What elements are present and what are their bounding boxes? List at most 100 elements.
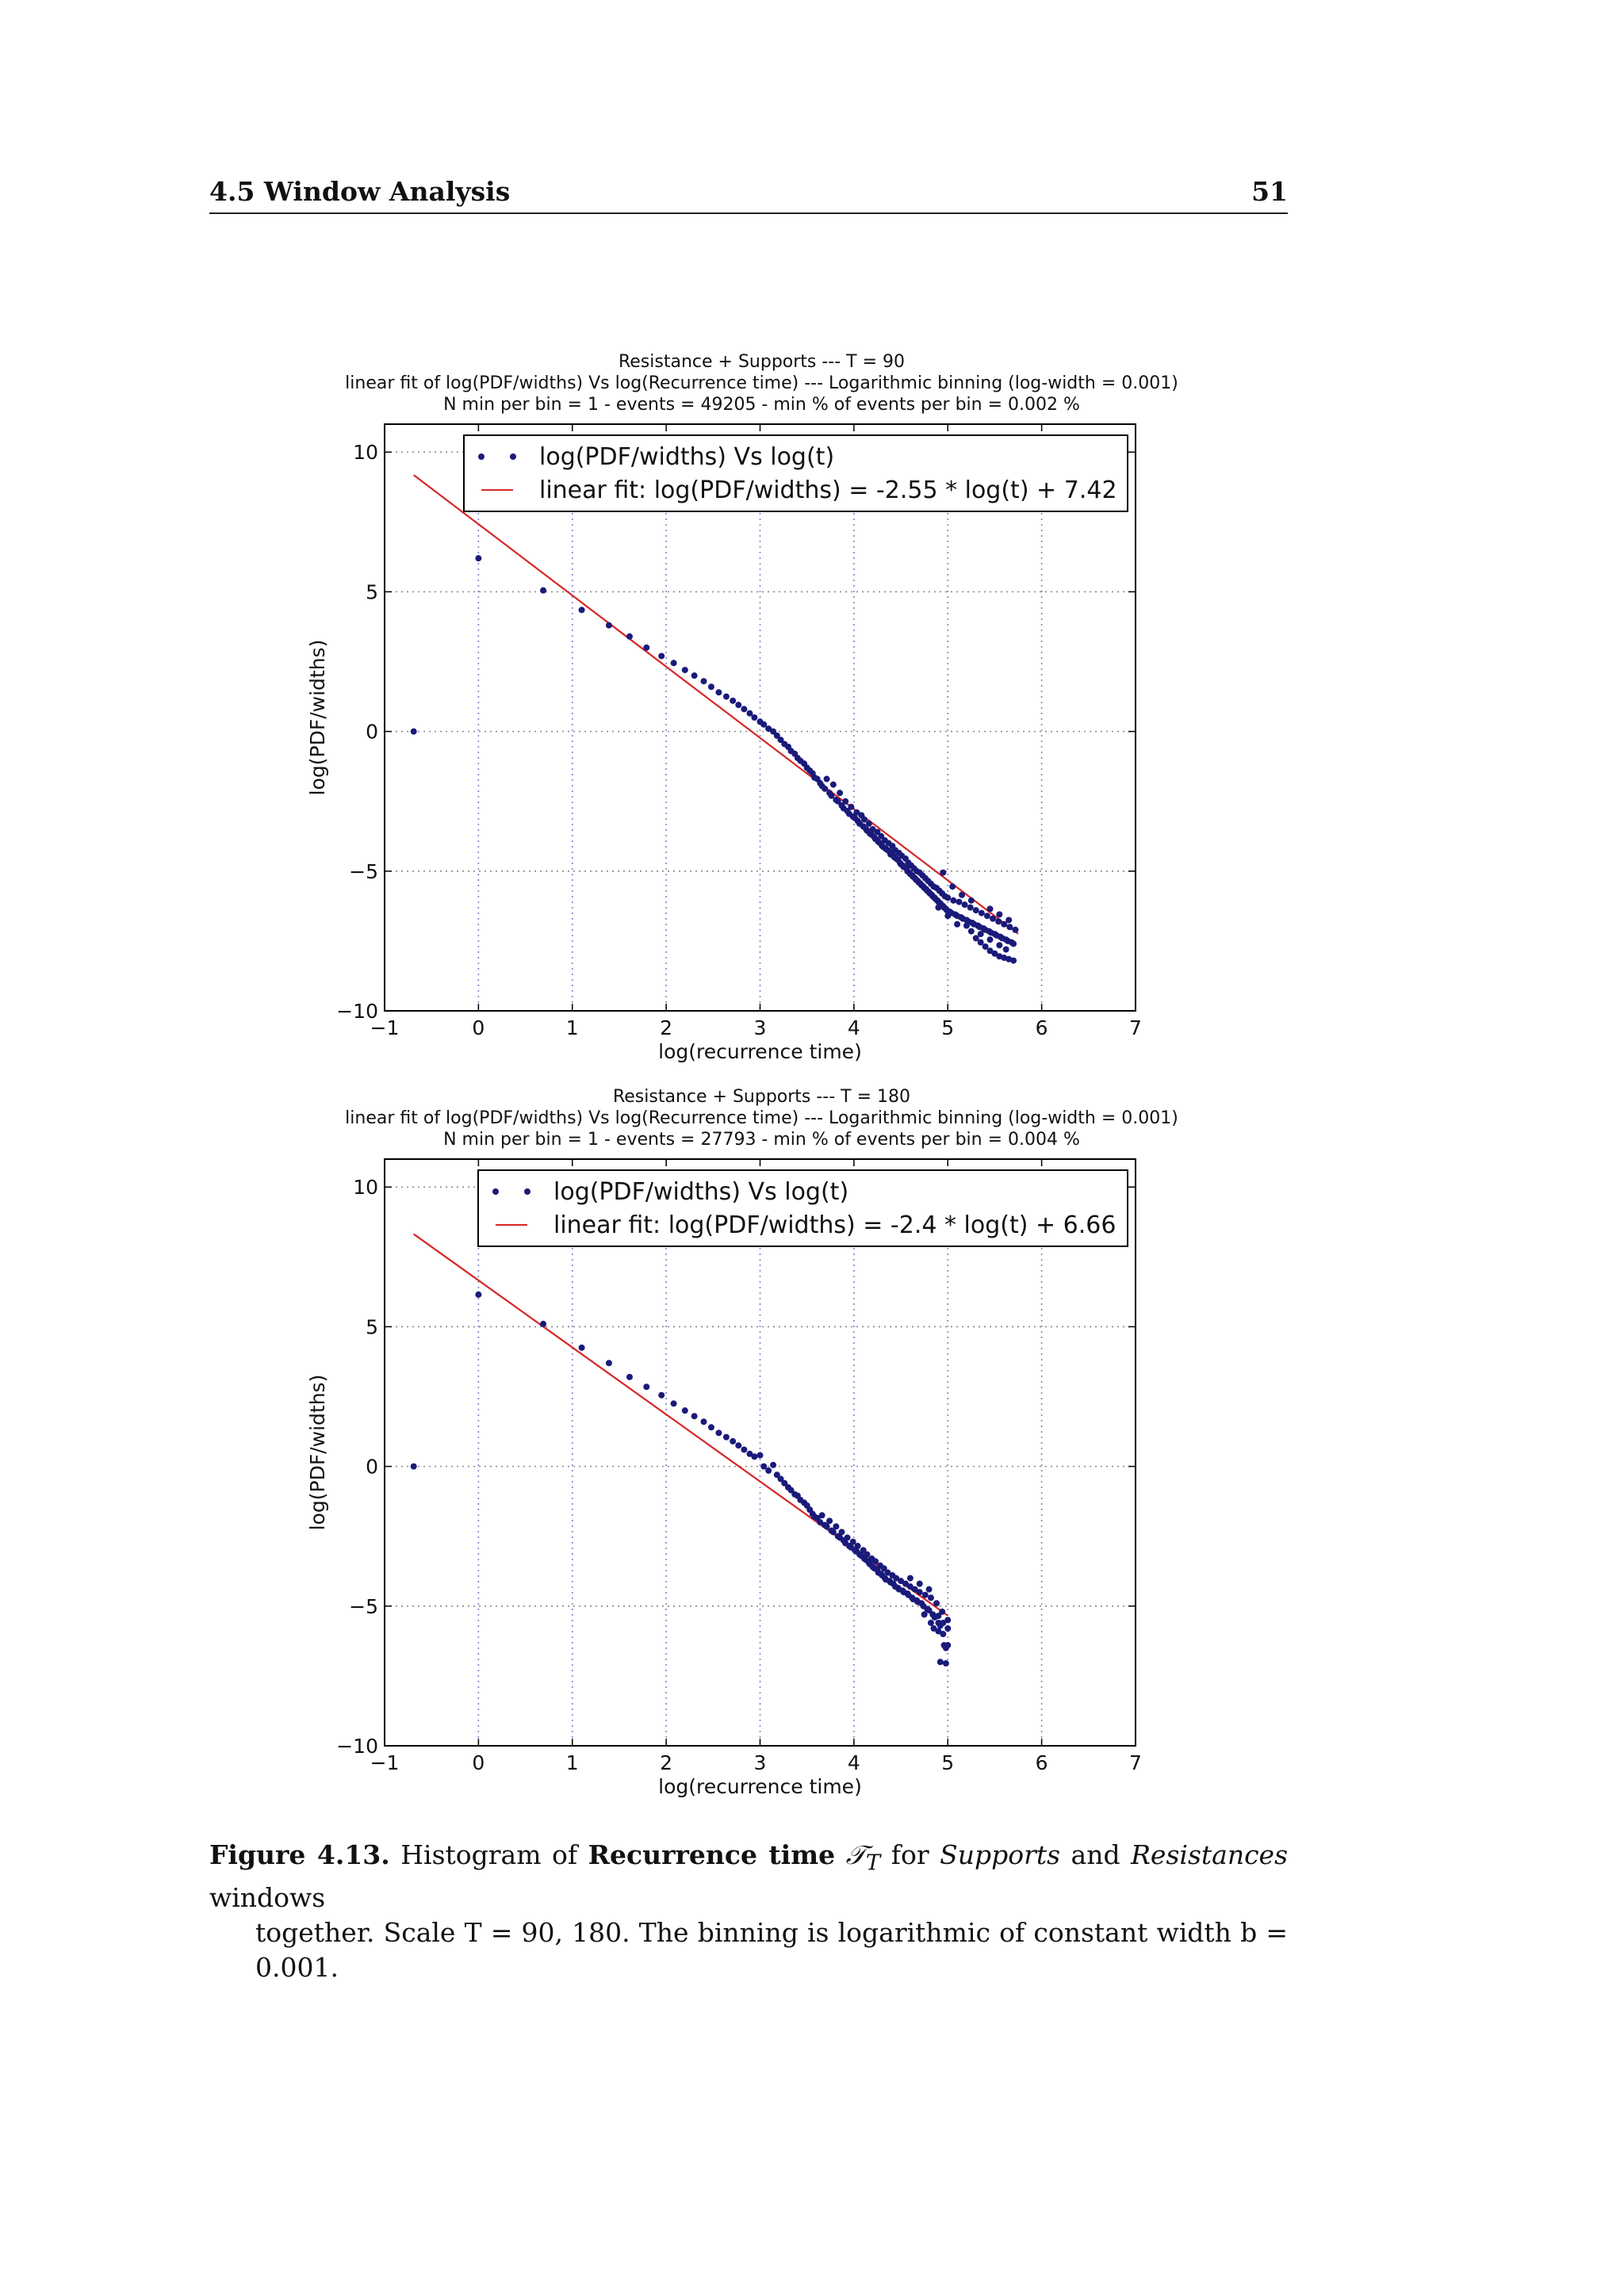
legend-entry-1: log(PDF/widths) Vs log(t) xyxy=(553,1178,848,1206)
data-point xyxy=(848,803,855,810)
legend-entry-1: log(PDF/widths) Vs log(t) xyxy=(539,443,834,471)
data-point xyxy=(823,1523,830,1530)
data-point xyxy=(925,1586,933,1593)
x-tick-label: 5 xyxy=(941,1016,954,1039)
y-tick-label: 0 xyxy=(366,1456,378,1479)
data-point xyxy=(605,622,612,629)
data-point xyxy=(777,737,784,744)
data-point xyxy=(700,678,707,685)
data-point xyxy=(956,898,963,905)
data-point xyxy=(893,1575,900,1582)
page-number: 51 xyxy=(1251,176,1288,207)
data-point xyxy=(865,820,872,827)
data-point xyxy=(751,1453,758,1460)
data-point xyxy=(902,1580,909,1587)
data-point xyxy=(864,1551,871,1558)
data-point xyxy=(626,633,633,640)
y-tick-label: 10 xyxy=(353,441,378,464)
data-point xyxy=(578,1344,585,1351)
y-axis-label: log(PDF/widths) xyxy=(306,640,329,796)
data-points xyxy=(410,1291,952,1667)
data-point xyxy=(722,1433,730,1441)
data-point xyxy=(781,1479,788,1487)
data-point xyxy=(940,869,947,876)
data-point xyxy=(842,798,849,805)
chart-title-line-3: N min per bin = 1 - events = 27793 - min… xyxy=(443,1130,1080,1150)
x-tick-label: −1 xyxy=(370,1016,400,1039)
data-point xyxy=(1012,926,1019,933)
legend-box xyxy=(477,1169,1128,1247)
data-point xyxy=(949,883,956,890)
data-point xyxy=(972,907,979,914)
legend-box xyxy=(463,434,1128,512)
fit-line xyxy=(413,474,1019,935)
data-point xyxy=(626,1373,633,1380)
x-tick-label: 3 xyxy=(754,1751,767,1774)
x-tick-label: 6 xyxy=(1036,1751,1048,1774)
x-tick-label: 2 xyxy=(660,1016,672,1039)
data-point xyxy=(940,1631,947,1638)
y-tick-label: 5 xyxy=(366,580,378,603)
data-point xyxy=(944,1642,952,1649)
data-point xyxy=(829,1529,837,1536)
data-point xyxy=(765,725,772,733)
data-point xyxy=(722,693,730,700)
data-point xyxy=(844,1534,851,1541)
data-point xyxy=(854,1543,861,1550)
data-point xyxy=(410,728,417,735)
data-point xyxy=(977,931,984,938)
data-point xyxy=(707,1424,714,1431)
data-point xyxy=(670,1400,677,1407)
data-point xyxy=(935,1613,942,1620)
data-point xyxy=(681,667,688,674)
data-point xyxy=(944,913,952,920)
data-point xyxy=(925,1607,933,1614)
data-point xyxy=(977,939,984,946)
data-point xyxy=(691,1413,698,1420)
data-point xyxy=(939,1608,946,1615)
data-point xyxy=(823,775,830,783)
data-point xyxy=(927,1594,934,1601)
x-tick-label: 2 xyxy=(660,1751,672,1774)
data-point xyxy=(643,1383,650,1391)
data-point xyxy=(833,1523,840,1530)
data-point xyxy=(826,1517,833,1525)
x-tick-label: −1 xyxy=(370,1751,400,1774)
data-point xyxy=(927,1619,934,1626)
data-point xyxy=(991,950,998,957)
y-axis-label: log(PDF/widths) xyxy=(306,1375,329,1531)
data-point xyxy=(829,781,837,788)
caption-text-start: Histogram of xyxy=(400,1839,588,1870)
data-point xyxy=(967,904,974,911)
x-tick-label: 4 xyxy=(848,1016,860,1039)
data-point xyxy=(707,683,714,691)
x-axis-label: log(recurrence time) xyxy=(658,1040,862,1062)
data-point xyxy=(715,1429,722,1437)
data-point xyxy=(944,1625,952,1632)
data-point xyxy=(884,1569,891,1576)
data-point xyxy=(760,1463,768,1470)
y-tick-label: −10 xyxy=(336,1000,378,1023)
running-head: 4.5 Window Analysis 51 xyxy=(209,176,1288,214)
x-tick-label: 6 xyxy=(1036,1016,1048,1039)
data-point xyxy=(475,555,482,562)
data-point xyxy=(777,1475,784,1483)
data-point xyxy=(921,1611,928,1618)
figure-top-chart: Resistance + Supports --- T = 90 linear f… xyxy=(0,349,1624,1062)
caption-text-3: windows xyxy=(209,1881,326,1913)
data-point xyxy=(853,809,860,816)
data-point xyxy=(746,710,753,717)
data-point xyxy=(773,732,780,739)
x-tick-label: 1 xyxy=(566,1016,579,1039)
data-point xyxy=(982,943,989,950)
data-point xyxy=(916,1580,923,1587)
data-point xyxy=(822,785,829,792)
legend-marker-point xyxy=(510,453,516,460)
data-point xyxy=(996,942,1003,949)
data-point xyxy=(817,1519,824,1526)
x-tick-label: 1 xyxy=(566,1751,579,1774)
y-tick-label: −5 xyxy=(349,1595,378,1618)
data-point xyxy=(658,652,665,660)
data-points xyxy=(410,555,1019,964)
